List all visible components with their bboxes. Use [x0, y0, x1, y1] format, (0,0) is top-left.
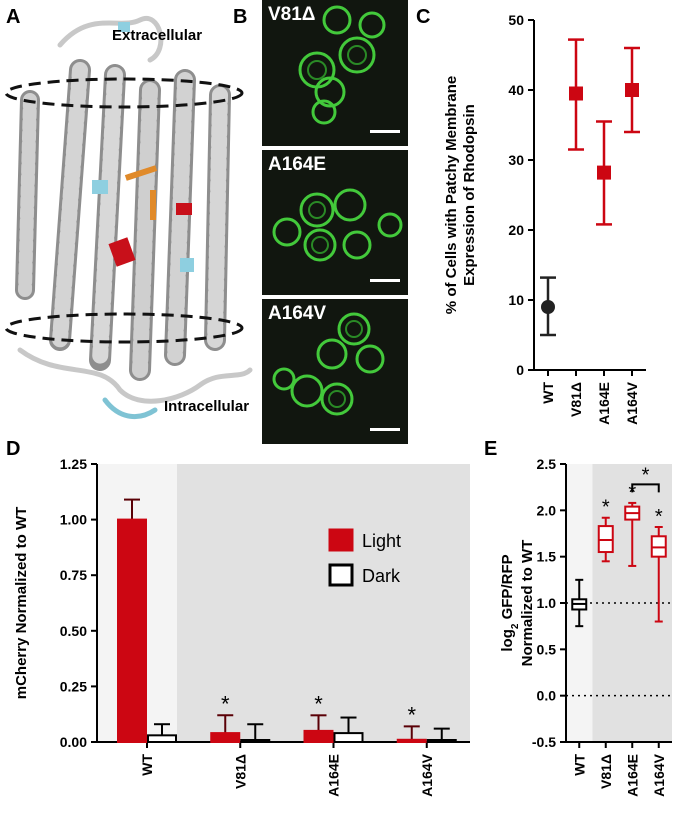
- extracellular-label: Extracellular: [112, 27, 202, 44]
- x-tick-label: A164V: [419, 753, 435, 796]
- legend-label-light: Light: [362, 531, 401, 551]
- y-axis-label-line1: log2 GFP/RFP: [499, 554, 521, 651]
- significance-marker: *: [655, 506, 663, 528]
- highlight-residues: [92, 22, 194, 272]
- significance-marker: *: [221, 691, 230, 716]
- chart-c-patchy-expression: 0 10 20 30 40 50 WT V81Δ A164E A164V % of Cells wi…: [443, 12, 646, 425]
- significance-marker: *: [602, 497, 610, 519]
- bar-dark: [240, 739, 271, 743]
- y-tick-label: 1.00: [60, 512, 87, 528]
- scale-bar: [370, 279, 400, 282]
- y-tick-label: 0.00: [60, 734, 87, 750]
- data-point: [597, 165, 611, 180]
- y-axis-label: mCherry Normalized to WT: [13, 507, 30, 700]
- x-tick-label: V81Δ: [568, 382, 584, 417]
- legend-swatch-dark: [328, 563, 354, 587]
- y-axis-label-line1: % of Cells with Patchy Membrane: [443, 76, 460, 314]
- significance-marker: *: [628, 482, 636, 504]
- panel-letter-a: A: [6, 6, 21, 28]
- bracket-significance-marker: *: [642, 464, 650, 486]
- significance-marker: *: [314, 691, 323, 716]
- y-tick-label: 0.25: [60, 678, 87, 694]
- bar-light: [117, 518, 147, 743]
- data-point: [569, 86, 583, 101]
- y-tick-label: 0.50: [60, 623, 87, 639]
- micrograph-v81del: V81Δ: [262, 0, 408, 146]
- cell-rings: [272, 188, 403, 262]
- x-tick-label: V81Δ: [598, 754, 614, 789]
- legend-label-dark: Dark: [362, 566, 401, 586]
- x-tick-label: A164E: [326, 754, 342, 797]
- y-tick-label: 0: [516, 362, 524, 378]
- y-tick-label: 0.0: [537, 688, 557, 704]
- y-tick-label: 1.5: [537, 549, 557, 565]
- y-tick-label: 50: [508, 12, 524, 28]
- x-tick-label: A164E: [596, 382, 612, 425]
- protein-ribbon: [15, 15, 253, 420]
- bar-dark: [147, 734, 177, 744]
- y-axis-label-rest: GFP/RFP: [499, 554, 516, 623]
- y-tick-label: 0.5: [537, 641, 557, 657]
- x-tick-label: A164V: [624, 381, 640, 424]
- membrane-boundary-top: [4, 77, 244, 109]
- bar-dark: [426, 739, 457, 743]
- cell-rings: [272, 312, 385, 416]
- mutant-background: [177, 464, 470, 742]
- membrane-boundary-bottom: [4, 312, 244, 344]
- bar-light: [396, 738, 427, 744]
- y-tick-label: 20: [508, 222, 524, 238]
- y-axis-label-subscript: 2: [510, 623, 521, 629]
- rhodopsin-structure-illustration: Extracellular Intracellular: [4, 15, 253, 420]
- micrograph-label: V81Δ: [268, 4, 316, 25]
- scale-bar: [370, 428, 400, 431]
- micrograph-label: A164V: [268, 303, 327, 324]
- y-tick-label: -0.5: [532, 734, 556, 750]
- bar-light: [210, 732, 241, 744]
- chart-d-mcherry: 0.00 0.25 0.50 0.75 1.00 1.25 WT V81Δ * A164E * A16…: [13, 456, 470, 797]
- y-tick-label: 30: [508, 152, 524, 168]
- data-point: [541, 300, 555, 314]
- data-point: [625, 83, 639, 97]
- bar-light: [303, 729, 334, 744]
- significance-bracket: [631, 483, 660, 493]
- y-axis-label-line2: Normalized to WT: [519, 540, 536, 667]
- y-tick-label: 0.75: [60, 567, 87, 583]
- y-axis-label-line2: Expression of Rhodopsin: [461, 104, 478, 286]
- panel-letter-b: B: [233, 6, 248, 28]
- micrograph-a164v: A164V: [262, 299, 408, 444]
- x-tick-label: WT: [571, 754, 587, 776]
- legend-swatch-light: [328, 528, 354, 552]
- panel-letter-d: D: [6, 438, 21, 460]
- x-tick-label: WT: [139, 754, 155, 776]
- x-tick-label: WT: [540, 382, 556, 404]
- bar-dark: [333, 732, 364, 744]
- y-axis-label-log: log: [499, 629, 516, 652]
- y-tick-label: 40: [508, 82, 524, 98]
- y-tick-label: 1.25: [60, 456, 87, 472]
- significance-marker: *: [407, 702, 416, 727]
- cell-rings: [298, 5, 386, 125]
- chart-e-gfp-rfp: -0.5 0.0 0.5 1.0 1.5 2.0 2.5 WT V81Δ * A164E * A164V…: [499, 456, 672, 797]
- x-tick-label: A164E: [624, 754, 640, 797]
- y-tick-label: 2.5: [537, 456, 557, 472]
- intracellular-label: Intracellular: [164, 398, 249, 415]
- y-tick-label: 10: [508, 292, 524, 308]
- micrograph-label: A164E: [268, 154, 327, 175]
- x-tick-label: V81Δ: [232, 754, 248, 789]
- y-tick-label: 1.0: [537, 595, 557, 611]
- micrograph-a164e: A164E: [262, 150, 408, 295]
- x-tick-label: A164V: [651, 753, 667, 796]
- y-tick-label: 2.0: [537, 502, 557, 518]
- panel-letter-c: C: [416, 6, 431, 28]
- scale-bar: [370, 130, 400, 133]
- panel-letter-e: E: [484, 438, 498, 460]
